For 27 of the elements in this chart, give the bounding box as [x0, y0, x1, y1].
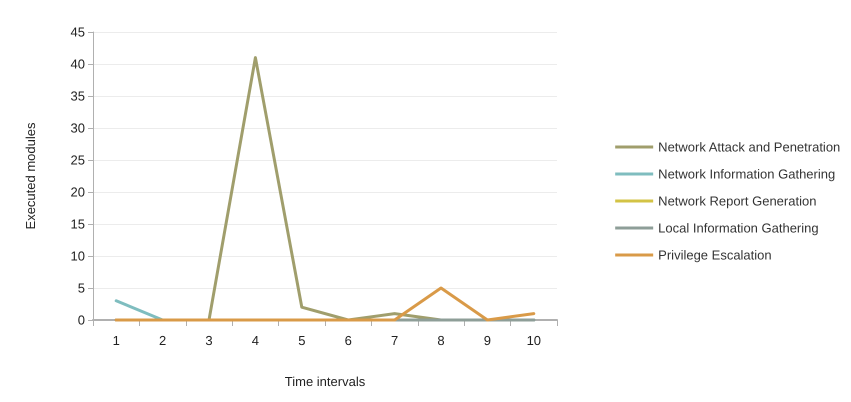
y-tick-label: 15: [70, 216, 85, 232]
x-tick-label: 5: [298, 333, 306, 348]
y-tick-label: 20: [70, 184, 85, 200]
legend-label: Local Information Gathering: [658, 220, 819, 236]
x-tick-label: 4: [252, 333, 260, 348]
x-tick-label: 3: [205, 333, 213, 348]
x-tick-label: 2: [158, 333, 166, 348]
x-tick-label: 9: [484, 333, 492, 348]
y-tick-label: 40: [70, 56, 85, 72]
legend-label: Network Attack and Penetration: [658, 140, 840, 154]
y-axis-title: Executed modules: [23, 122, 38, 230]
y-tick-label: 30: [70, 120, 85, 136]
x-tick-label: 1: [112, 333, 120, 348]
x-tick-label: 10: [526, 333, 542, 348]
legend-label: Network Report Generation: [658, 194, 816, 208]
y-tick-label: 0: [78, 312, 85, 328]
x-tick-label: 7: [390, 333, 398, 348]
y-tick-label: 10: [70, 248, 85, 264]
x-axis-title: Time intervals: [284, 374, 366, 389]
x-tick-label: 6: [344, 333, 352, 348]
legend-label: Network Information Gathering: [658, 166, 836, 182]
y-tick-label: 25: [70, 152, 85, 168]
y-tick-label: 45: [70, 24, 85, 40]
y-tick-label: 35: [70, 88, 85, 104]
y-tick-label: 5: [78, 280, 85, 296]
x-tick-label: 8: [437, 333, 445, 348]
legend-label: Privilege Escalation: [658, 248, 772, 262]
